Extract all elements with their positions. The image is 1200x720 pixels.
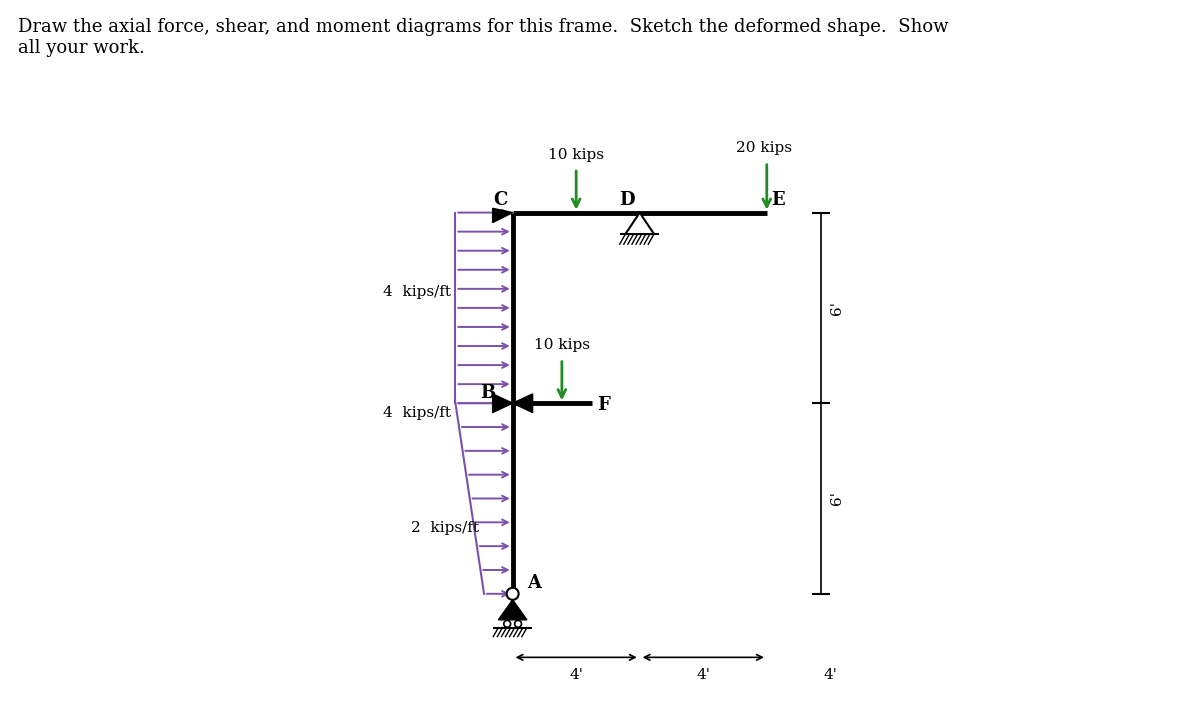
- Text: E: E: [772, 192, 785, 210]
- Text: F: F: [596, 396, 610, 414]
- Text: 4': 4': [696, 668, 710, 683]
- Polygon shape: [493, 394, 512, 413]
- Circle shape: [515, 621, 522, 627]
- Text: 4  kips/ft: 4 kips/ft: [383, 406, 451, 420]
- Text: 4': 4': [569, 668, 583, 683]
- Text: 6': 6': [830, 301, 845, 315]
- Polygon shape: [512, 394, 533, 413]
- Text: 4': 4': [823, 668, 838, 683]
- Polygon shape: [493, 208, 512, 222]
- Text: 10 kips: 10 kips: [534, 338, 590, 352]
- Text: Draw the axial force, shear, and moment diagrams for this frame.  Sketch the def: Draw the axial force, shear, and moment …: [18, 18, 948, 57]
- Text: 2  kips/ft: 2 kips/ft: [412, 521, 479, 536]
- Text: A: A: [527, 575, 541, 593]
- Circle shape: [506, 588, 518, 600]
- Circle shape: [504, 621, 511, 627]
- Text: B: B: [480, 384, 496, 402]
- Polygon shape: [498, 600, 527, 620]
- Text: D: D: [619, 192, 635, 210]
- Text: 6': 6': [830, 492, 845, 505]
- Text: 20 kips: 20 kips: [736, 141, 792, 156]
- Polygon shape: [625, 212, 654, 234]
- Text: 10 kips: 10 kips: [548, 148, 604, 162]
- Text: C: C: [493, 192, 508, 210]
- Text: 4  kips/ft: 4 kips/ft: [383, 285, 451, 299]
